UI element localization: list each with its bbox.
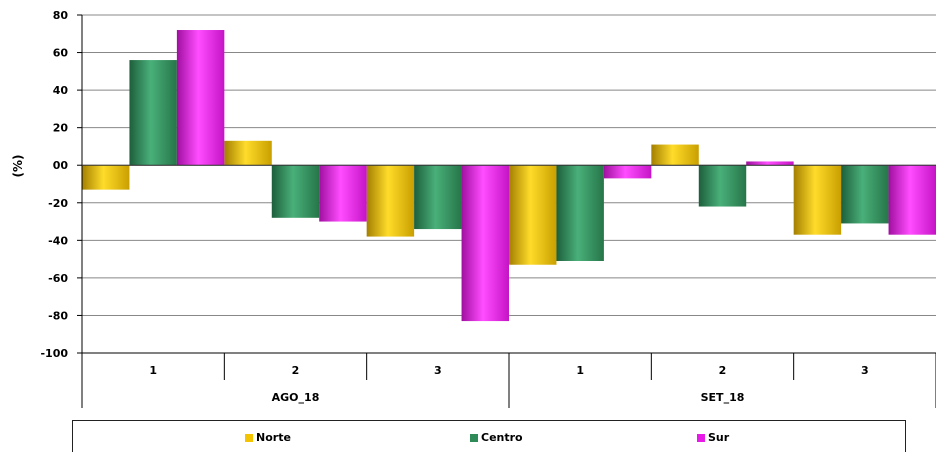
y-tick-label: 60 (53, 47, 69, 60)
bar-centro (414, 165, 462, 230)
bar-centro (556, 165, 604, 261)
x-category-label: 1 (149, 364, 157, 377)
y-tick-label: 40 (53, 84, 69, 97)
y-tick-label: -40 (48, 234, 68, 247)
x-category-label: 1 (576, 364, 584, 377)
bar-sur (888, 165, 936, 235)
bar-norte (793, 165, 842, 235)
y-tick-label: 20 (53, 122, 69, 135)
x-category-label: 3 (434, 364, 442, 377)
x-category-label: 2 (292, 364, 300, 377)
x-category-label: 2 (719, 364, 727, 377)
y-tick-label: -100 (40, 347, 68, 360)
bar-centro (271, 165, 320, 218)
y-tick-label: -80 (48, 309, 68, 322)
legend-swatch-centro (470, 433, 478, 442)
y-axis-title: (%) (11, 155, 25, 178)
bar-norte (82, 165, 130, 190)
bar-norte (651, 144, 699, 166)
legend-item-centro: Centro (470, 431, 523, 444)
legend-label-sur: Sur (708, 431, 730, 444)
bar-centro (698, 165, 747, 207)
legend-swatch-norte (245, 433, 253, 442)
x-category-label: 3 (861, 364, 869, 377)
bar-sur (746, 161, 794, 166)
bar-norte (224, 140, 272, 166)
legend-item-norte: Norte (245, 431, 291, 444)
legend-label-norte: Norte (256, 431, 291, 444)
bar-norte (366, 165, 415, 237)
bar-sur (319, 165, 367, 222)
legend-swatch-sur (697, 433, 705, 442)
y-tick-label: -60 (48, 272, 68, 285)
y-tick-label: -20 (48, 197, 68, 210)
bar-centro (841, 165, 889, 224)
legend-item-sur: Sur (697, 431, 729, 444)
x-group-label: SET_18 (701, 391, 745, 404)
bar-centro (129, 60, 177, 166)
x-group-label: AGO_18 (272, 391, 320, 404)
y-tick-label: 00 (53, 159, 69, 172)
legend-label-centro: Centro (481, 431, 523, 444)
bar-norte (509, 165, 557, 265)
bar-sur (603, 165, 652, 179)
y-tick-label: 80 (53, 9, 69, 22)
bar-sur (176, 30, 225, 166)
bar-sur (461, 165, 509, 322)
legend: Norte Centro Sur (72, 420, 906, 452)
